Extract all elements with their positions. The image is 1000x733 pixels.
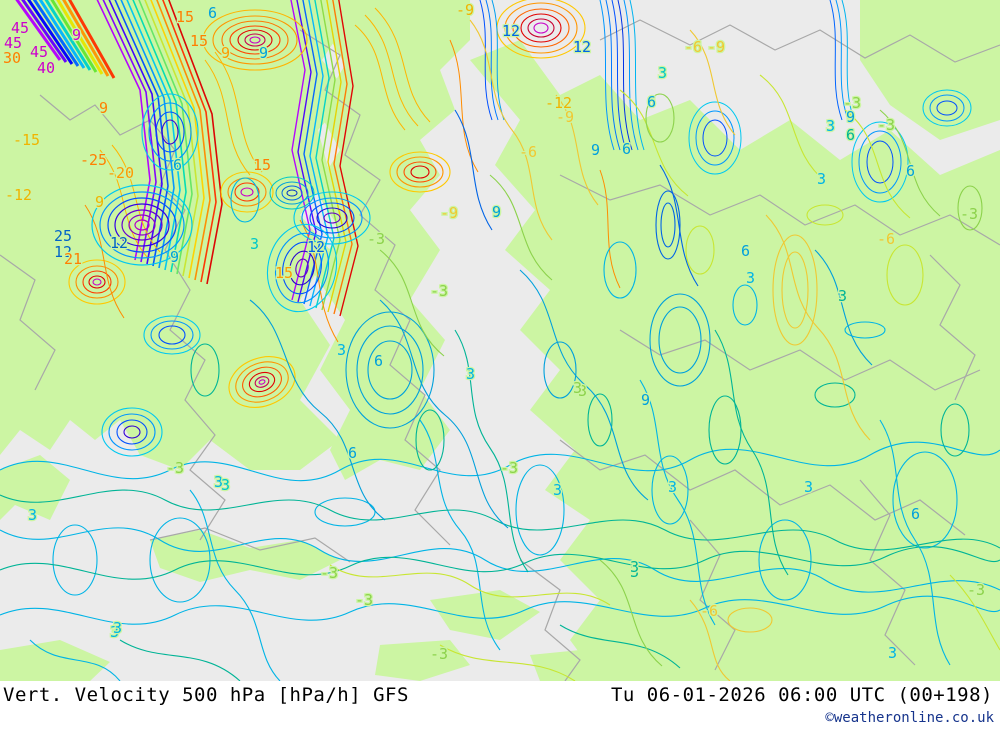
- contour-label: 9: [641, 391, 650, 409]
- contour-label: -12: [5, 186, 32, 204]
- contour-label: 3: [28, 506, 37, 524]
- map-canvas[interactable]: 45 45 30 45 40 15 6 9 9 15 9 9 12 12 -12 -9 -9 -6 -9 3 6 6 -6 9…: [0, 0, 1000, 681]
- contour-label: 15: [253, 156, 271, 174]
- contour-label: 6: [906, 162, 915, 180]
- copyright-label: ©weatheronline.co.uk: [825, 710, 994, 726]
- contour-label: 3: [110, 623, 119, 641]
- contour-label: 45: [11, 19, 29, 37]
- contour-label: 3: [817, 170, 826, 188]
- contour-label: 3: [658, 64, 667, 82]
- contour-label: 6: [208, 4, 217, 22]
- contour-label: 45: [4, 34, 22, 52]
- contour-label: -15: [13, 131, 40, 149]
- contour-label: 3: [578, 382, 587, 400]
- contour-label: 6: [374, 352, 383, 370]
- contour-label: 3: [838, 287, 847, 305]
- contour-label: 9: [846, 108, 855, 126]
- contour-label: 3: [826, 117, 835, 135]
- contour-label: 3: [113, 619, 122, 637]
- intense-gradient-band: [15, 0, 359, 317]
- contour-label: -3: [367, 230, 385, 248]
- chart-title: Vert. Velocity 500 hPa [hPa/h] GFS: [3, 684, 409, 706]
- contour-label: 15: [176, 8, 194, 26]
- contour-label: 12: [110, 234, 128, 252]
- contour-label: 6: [647, 93, 656, 111]
- contour-label: 3: [466, 365, 475, 383]
- contour-label: -6: [700, 602, 718, 620]
- contour-label: -3: [355, 591, 373, 609]
- contour-label: 9: [221, 44, 230, 62]
- contour-label: 9: [492, 203, 501, 221]
- contour-label: 9: [72, 26, 81, 44]
- contour-label: 6: [173, 156, 182, 174]
- contour-label: 3: [221, 476, 230, 494]
- contour-label: -9: [707, 38, 725, 56]
- contour-label: 9: [170, 248, 179, 266]
- contour-label: -3: [500, 459, 518, 477]
- contour-label: 9: [591, 141, 600, 159]
- contour-label: -12: [545, 94, 572, 112]
- contour-label: 6: [348, 444, 357, 462]
- contour-label: 15: [275, 264, 293, 282]
- contour-label: 9: [99, 99, 108, 117]
- contour-label: 9: [95, 193, 104, 211]
- contour-label: 3: [553, 481, 562, 499]
- contour-label: -9: [556, 108, 574, 126]
- contour-label: -6: [877, 230, 895, 248]
- contour-label: 12: [502, 22, 520, 40]
- map-footer: Vert. Velocity 500 hPa [hPa/h] GFS Tu 06…: [0, 681, 1000, 733]
- contour-label: 6: [741, 242, 750, 260]
- contour-label: -9: [440, 204, 458, 222]
- contour-label: 3: [804, 478, 813, 496]
- contour-label: -3: [166, 459, 184, 477]
- contour-label: -3: [877, 116, 895, 134]
- contour-label: 9: [259, 44, 268, 62]
- contour-label: 3: [668, 478, 677, 496]
- contour-label: -3: [843, 94, 861, 112]
- contour-label: -3: [960, 205, 978, 223]
- contour-label: 3: [630, 563, 639, 581]
- contour-label: -25: [80, 151, 107, 169]
- contour-label: 6: [846, 126, 855, 144]
- contour-label: 3: [746, 269, 755, 287]
- contour-label: 6: [622, 140, 631, 158]
- contour-label: 12: [307, 238, 325, 256]
- contour-label: 30: [3, 49, 21, 67]
- contour-label: -3: [320, 564, 338, 582]
- contour-label: 6: [911, 505, 920, 523]
- descent-contour-nests: [68, 0, 621, 408]
- contour-label: -6: [684, 38, 702, 56]
- contour-label: -3: [430, 645, 448, 663]
- contour-label: -6: [519, 143, 537, 161]
- contour-label: 40: [37, 59, 55, 77]
- contour-label: 3: [214, 473, 223, 491]
- valid-time-label: Tu 06-01-2026 06:00 UTC (00+198): [610, 684, 993, 706]
- contour-label: 12: [573, 38, 591, 56]
- contour-label: -3: [430, 282, 448, 300]
- contour-label: 3: [573, 379, 582, 397]
- contour-network: [0, 19, 1000, 681]
- contour-label: 3: [888, 644, 897, 662]
- contour-label: 3: [337, 341, 346, 359]
- contour-label: -20: [107, 164, 134, 182]
- contour-label: 25: [54, 227, 72, 245]
- contour-label: -9: [456, 1, 474, 19]
- contour-label: -3: [967, 581, 985, 599]
- contour-label: 12: [54, 243, 72, 261]
- contour-label: 3: [630, 558, 639, 576]
- contour-label: 45: [30, 43, 48, 61]
- ascent-contour-nests: [91, 0, 972, 457]
- contour-label: 15: [190, 32, 208, 50]
- contour-label: 3: [250, 235, 259, 253]
- contour-label: 21: [64, 250, 82, 268]
